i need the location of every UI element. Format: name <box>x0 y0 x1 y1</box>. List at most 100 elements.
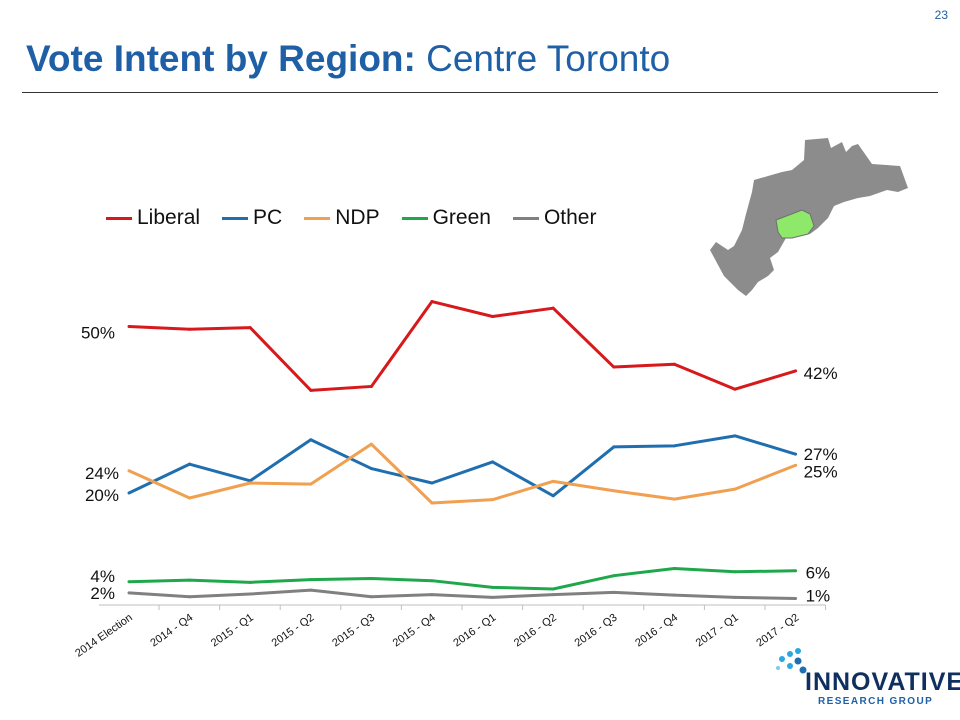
end-label-liberal: 42% <box>804 364 838 383</box>
logo-dot <box>799 666 807 674</box>
x-tick-label: 2016 - Q3 <box>573 612 620 650</box>
data-point-liberal <box>127 325 131 328</box>
series-line-green <box>128 566 796 591</box>
legend-label-liberal: Liberal <box>137 206 201 229</box>
data-point-other <box>733 595 737 599</box>
legend-swatch-liberal <box>106 216 132 220</box>
end-label-green: 6% <box>806 564 831 583</box>
series-line-ndp <box>128 442 797 505</box>
data-point-ndp <box>369 442 373 446</box>
x-tick-label: 2016 - Q2 <box>512 612 559 650</box>
title-bold: Vote Intent by Region: <box>26 38 416 79</box>
data-point-ndp <box>188 496 192 500</box>
data-point-other <box>612 590 616 594</box>
map-region-highlight <box>775 209 815 239</box>
legend-swatch-other <box>512 216 539 220</box>
logo-dot <box>787 651 793 657</box>
data-point-green <box>430 579 434 583</box>
data-point-ndp <box>127 469 131 473</box>
data-point-ndp <box>491 498 495 502</box>
data-point-other <box>430 593 434 597</box>
data-point-liberal <box>430 300 434 304</box>
data-point-liberal <box>188 327 192 331</box>
start-label-green: 4% <box>90 567 115 586</box>
data-point-liberal <box>794 369 798 373</box>
start-label-other: 2% <box>90 584 115 603</box>
data-point-liberal <box>369 384 373 388</box>
data-point-green <box>127 580 131 584</box>
legend-swatch-pc <box>222 216 249 220</box>
data-point-pc <box>127 491 131 495</box>
end-label-ndp: 25% <box>804 462 838 481</box>
end-label-pc: 27% <box>804 445 838 464</box>
data-point-other <box>491 595 495 599</box>
data-point-liberal <box>309 388 313 392</box>
data-point-green <box>309 578 313 582</box>
data-point-other <box>188 595 192 599</box>
page-title: Vote Intent by Region: Centre Toronto <box>26 38 670 80</box>
legend-label-pc: PC <box>253 206 283 229</box>
x-tick-label: 2017 - Q1 <box>694 612 741 650</box>
data-point-liberal <box>733 387 737 391</box>
legend-item-liberal: Liberal <box>106 206 200 230</box>
legend-swatch-green <box>401 216 428 220</box>
data-point-ndp <box>794 463 798 467</box>
data-point-ndp <box>309 482 313 486</box>
x-tick-label: 2014 - Q4 <box>148 612 195 650</box>
end-label-other: 1% <box>806 586 831 605</box>
data-point-liberal <box>551 306 555 310</box>
data-point-ndp <box>430 501 434 505</box>
data-point-liberal <box>491 315 495 319</box>
start-label-liberal: 50% <box>81 324 115 343</box>
data-point-other <box>309 588 313 592</box>
data-point-green <box>551 587 555 591</box>
data-point-pc <box>794 452 798 456</box>
logo-name: INNOVATIVE <box>805 668 960 696</box>
x-tick-label: 2014 Election <box>73 612 134 660</box>
logo-dot <box>787 663 793 669</box>
data-point-green <box>188 578 192 582</box>
x-tick-label: 2016 - Q1 <box>451 612 498 650</box>
data-point-other <box>794 596 798 600</box>
data-point-green <box>491 585 495 589</box>
data-point-pc <box>369 467 373 471</box>
toronto-region-map-icon <box>710 138 908 296</box>
title-divider <box>22 92 938 93</box>
logo-dot <box>795 648 801 654</box>
data-point-other <box>127 591 131 595</box>
data-point-pc <box>430 481 434 485</box>
data-point-ndp <box>612 489 616 493</box>
chart-legend: Liberal PC NDP Green Other <box>106 206 596 230</box>
page-number: 23 <box>934 8 948 22</box>
data-point-pc <box>551 494 555 498</box>
innovative-logo-icon <box>776 648 807 674</box>
data-point-other <box>551 593 555 597</box>
data-point-green <box>733 570 737 574</box>
data-point-pc <box>309 438 313 442</box>
data-point-other <box>369 595 373 599</box>
data-point-ndp <box>551 479 555 483</box>
data-point-green <box>369 576 373 580</box>
data-point-liberal <box>612 365 616 369</box>
series-line-liberal <box>128 300 797 392</box>
x-tick-label: 2017 - Q2 <box>754 612 801 650</box>
logo-dot <box>776 666 780 670</box>
series-line-pc <box>128 434 797 498</box>
data-point-green <box>612 574 616 578</box>
data-point-green <box>248 580 252 584</box>
x-tick-label: 2015 - Q2 <box>270 612 317 650</box>
legend-swatch-ndp <box>304 216 331 220</box>
data-point-pc <box>491 460 495 464</box>
x-tick-label: 2016 - Q4 <box>633 612 680 650</box>
data-point-liberal <box>672 362 676 366</box>
logo-dot <box>779 656 785 662</box>
title-regular: Centre Toronto <box>415 38 671 79</box>
series-line-other <box>128 588 796 600</box>
data-point-green <box>672 566 676 570</box>
x-tick-label: 2015 - Q4 <box>391 612 438 650</box>
legend-item-ndp: NDP <box>304 206 380 230</box>
data-point-other <box>672 593 676 597</box>
x-tick-label: 2015 - Q3 <box>330 612 377 650</box>
data-point-ndp <box>672 497 676 501</box>
